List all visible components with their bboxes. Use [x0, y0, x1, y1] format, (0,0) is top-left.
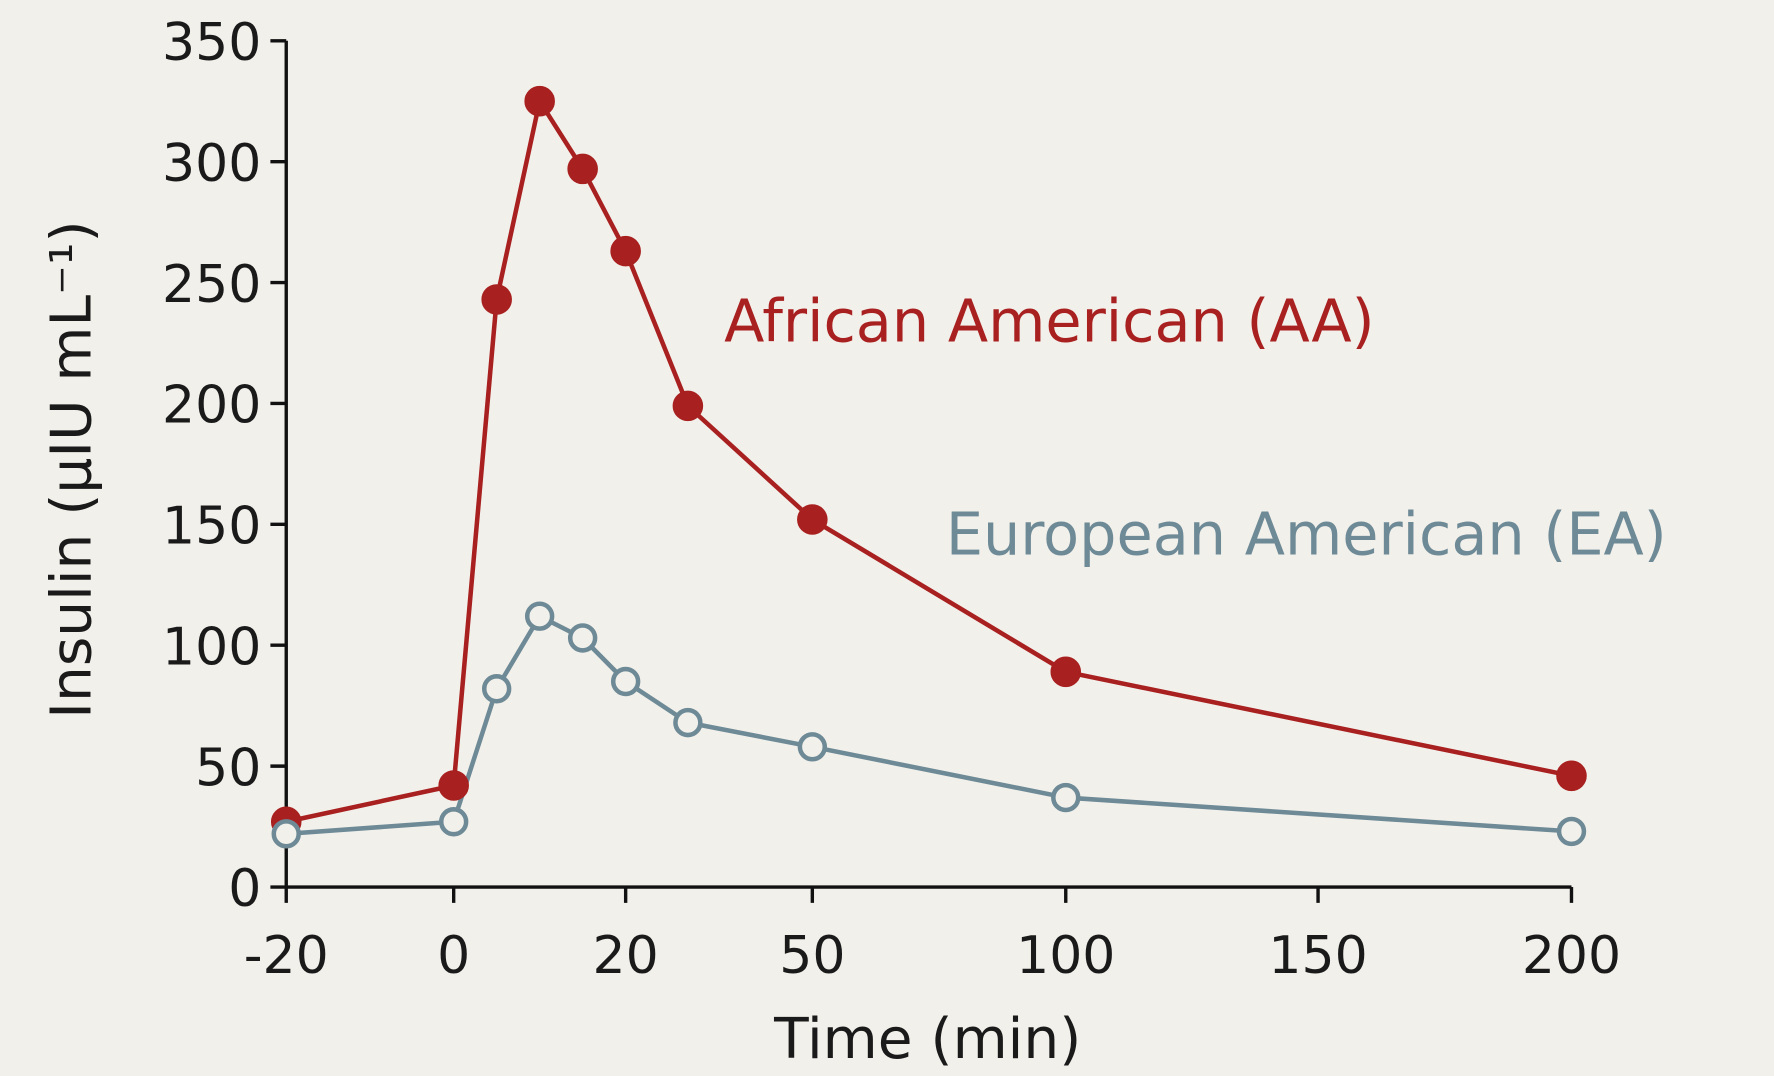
y-tick-label: 250 — [162, 255, 261, 315]
data-point — [439, 771, 468, 800]
data-point — [274, 821, 299, 846]
data-point — [798, 505, 827, 534]
series-label: African American (AA) — [724, 287, 1374, 356]
x-axis-label: Time (min) — [773, 1006, 1081, 1072]
data-point — [568, 154, 597, 183]
data-point — [570, 626, 595, 651]
y-axis-label: Insulin (μIU mL⁻¹) — [39, 220, 105, 718]
y-tick-label: 0 — [228, 859, 261, 919]
data-point — [482, 285, 511, 314]
data-point — [1559, 819, 1584, 844]
data-point — [673, 391, 702, 420]
x-tick-label: 150 — [1268, 926, 1367, 986]
data-point — [484, 676, 509, 701]
page: {"chart_data": {"type": "line", "x_label… — [0, 0, 1774, 1076]
x-tick-label: 0 — [437, 926, 470, 986]
x-tick-label: 100 — [1016, 926, 1115, 986]
data-point — [675, 710, 700, 735]
data-point — [441, 809, 466, 834]
data-point — [1053, 785, 1078, 810]
data-point — [611, 236, 640, 265]
y-tick-label: 150 — [162, 497, 261, 557]
x-tick-label: -20 — [244, 926, 329, 986]
series-label: European American (EA) — [946, 499, 1667, 568]
data-point — [1051, 657, 1080, 686]
data-point — [613, 669, 638, 694]
chart: Time (min) Insulin (μIU mL⁻¹) 0 50 100 150 2… — [0, 0, 1774, 1076]
data-point — [1557, 761, 1586, 790]
y-tick-label: 100 — [162, 617, 261, 677]
y-tick-label: 50 — [195, 738, 261, 798]
y-tick-label: 200 — [162, 376, 261, 436]
x-tick-label: 50 — [779, 926, 845, 986]
x-tick-label: 200 — [1522, 926, 1621, 986]
data-point — [800, 734, 825, 759]
y-tick-label: 350 — [162, 13, 261, 73]
y-tick-label: 300 — [162, 134, 261, 194]
data-point — [527, 604, 552, 629]
data-point — [525, 86, 554, 115]
x-tick-label: 20 — [593, 926, 659, 986]
